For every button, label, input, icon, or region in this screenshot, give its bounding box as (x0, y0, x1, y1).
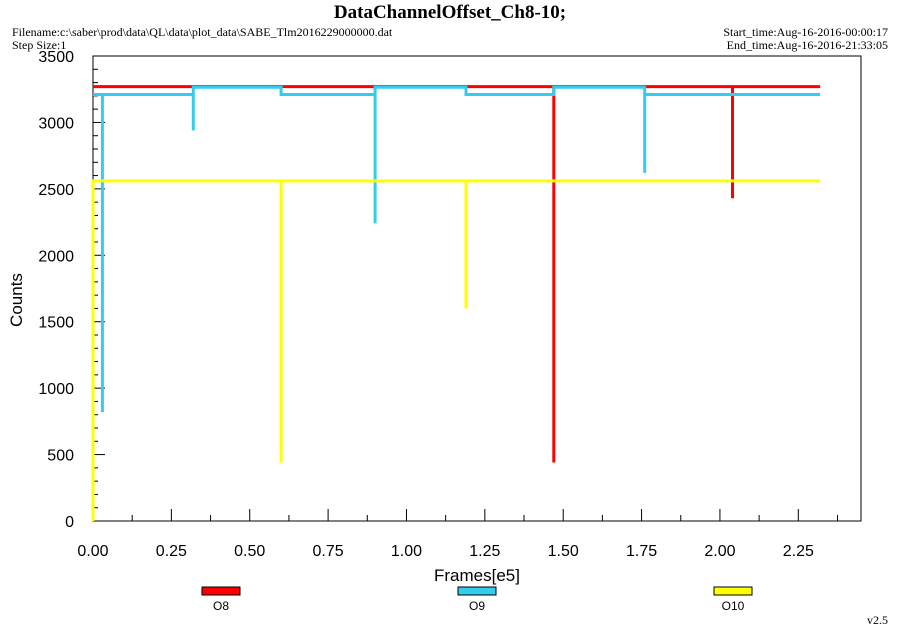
chart-title: DataChannelOffset_Ch8-10; (333, 2, 567, 23)
series-group (91, 85, 821, 521)
x-tick-label: 0.25 (156, 543, 187, 560)
y-tick-label: 1000 (38, 381, 74, 398)
end-time-label: End_time:Aug-16-2016-21:33:05 (726, 38, 888, 52)
legend-swatch-o9 (457, 586, 497, 596)
x-tick-label: 0.00 (77, 543, 108, 560)
legend-swatch-o8 (201, 586, 241, 596)
legend-label-o10: O10 (722, 599, 745, 613)
y-tick-label: 0 (65, 514, 74, 531)
legend-swatch-o10 (713, 586, 753, 596)
series-line-o9 (93, 85, 821, 413)
series-line-o10 (91, 179, 821, 521)
y-axis-title: Counts (7, 273, 26, 327)
legend-label-o8: O8 (213, 599, 229, 613)
legend-label-o9: O9 (469, 599, 485, 613)
x-tick-labels: 0.00 0.25 0.50 0.75 1.00 1.25 1.50 1.75 2.00 2.25 (77, 543, 814, 560)
y-tick-label: 3000 (38, 115, 74, 132)
x-axis-title: Frames[e5] (434, 566, 520, 585)
plot-area (92, 55, 862, 522)
x-tick-label: 0.50 (234, 543, 265, 560)
y-tick-label: 500 (47, 448, 74, 465)
y-tick-label: 3500 (38, 49, 74, 66)
x-tick-label: 1.25 (469, 543, 500, 560)
y-tick-label: 1500 (38, 315, 74, 332)
start-time-label: Start_time:Aug-16-2016-00:00:17 (723, 25, 888, 39)
x-tick-label: 1.75 (626, 543, 657, 560)
x-tick-label: 1.50 (548, 543, 579, 560)
x-tick-label: 2.25 (783, 543, 814, 560)
filename-label: Filename:c:\saber\prod\data\QL\data\plot… (12, 25, 393, 39)
y-tick-label: 2000 (38, 248, 74, 265)
y-tick-labels: 0 500 1000 1500 2000 2500 3000 3500 (38, 49, 74, 531)
version-label: v2.5 (867, 613, 888, 627)
step-size-label: Step Size:1 (12, 38, 67, 52)
axis-ticks (92, 55, 838, 522)
x-tick-label: 2.00 (704, 543, 735, 560)
y-tick-label: 2500 (38, 182, 74, 199)
x-tick-label: 0.75 (313, 543, 344, 560)
x-tick-label: 1.00 (391, 543, 422, 560)
legend: O8 O9 O10 (201, 586, 753, 613)
